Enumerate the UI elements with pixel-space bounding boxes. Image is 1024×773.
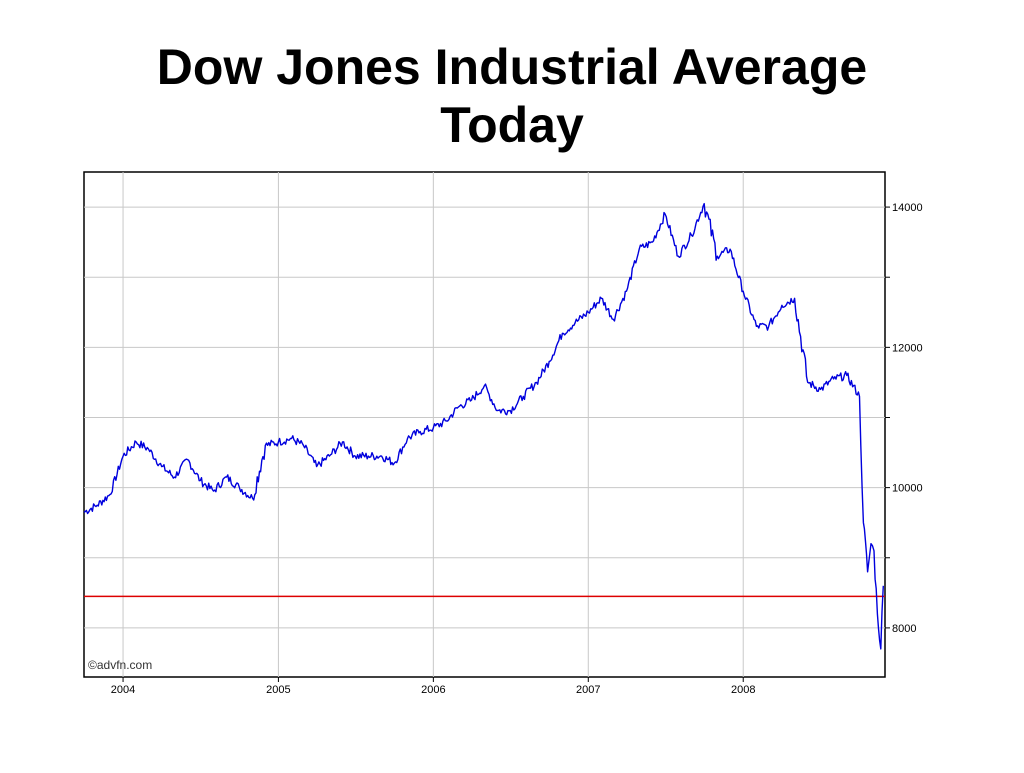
x-tick-label: 2004 — [111, 684, 135, 696]
tick-layer: 2004 2005 2006 2007 2008 8000 10000 12000 14000 — [111, 202, 923, 696]
grid-layer — [84, 172, 885, 677]
plot-area — [83, 171, 886, 678]
y-tick-label: 10000 — [892, 483, 923, 495]
y-tick-label: 8000 — [892, 623, 916, 635]
slide-title: Dow Jones Industrial Average Today — [156, 39, 868, 153]
x-tick-label: 2006 — [421, 684, 445, 696]
series-line — [83, 202, 884, 650]
x-tick-label: 2005 — [266, 684, 290, 696]
series-layer — [83, 202, 884, 650]
x-tick-label: 2007 — [576, 684, 600, 696]
y-tick-label: 14000 — [892, 202, 923, 214]
watermark-label: ©advfn.com — [88, 658, 152, 672]
x-tick-label: 2008 — [731, 684, 755, 696]
y-tick-label: 12000 — [892, 342, 923, 354]
